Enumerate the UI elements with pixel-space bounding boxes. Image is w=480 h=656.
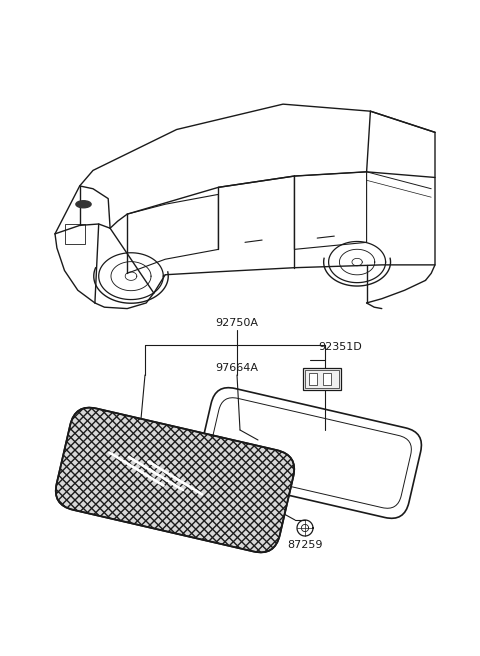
Bar (303, 368, 341, 390)
FancyBboxPatch shape (56, 407, 294, 552)
Bar (305, 370, 339, 388)
Text: 92750A: 92750A (216, 318, 259, 328)
Bar (64, 224, 85, 244)
Text: 92351D: 92351D (318, 342, 362, 352)
Ellipse shape (76, 201, 91, 208)
FancyBboxPatch shape (209, 398, 411, 508)
Text: 97664A: 97664A (216, 363, 259, 373)
Bar (309, 373, 317, 385)
FancyBboxPatch shape (199, 388, 421, 518)
Text: 87259: 87259 (287, 540, 323, 550)
Bar (323, 373, 331, 385)
